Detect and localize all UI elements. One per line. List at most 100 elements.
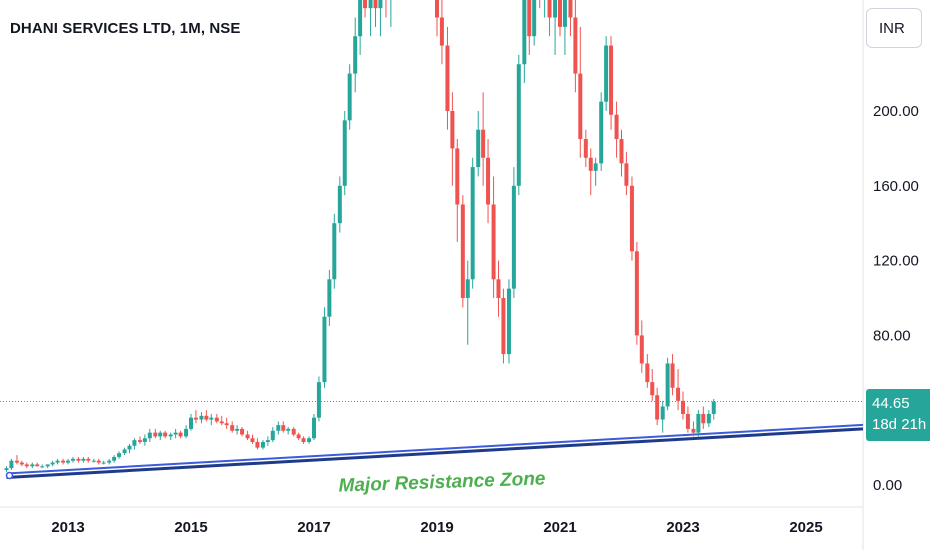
candle-body <box>363 0 368 9</box>
candle-body <box>491 204 496 280</box>
candle-body <box>184 428 189 437</box>
candle-body <box>219 421 224 424</box>
candle-body <box>209 417 214 420</box>
candle-body <box>655 395 660 420</box>
candle-body <box>645 363 650 383</box>
candle-body <box>465 279 470 298</box>
x-tick-label: 2017 <box>297 519 330 536</box>
y-tick-label: 0.00 <box>873 477 902 494</box>
candle-body <box>91 460 96 462</box>
candle-body <box>511 185 516 289</box>
candle-body <box>670 363 675 388</box>
candle-body <box>486 157 491 205</box>
candle-body <box>481 129 486 158</box>
candle-body <box>337 185 342 224</box>
candle-body <box>255 441 260 448</box>
currency-button[interactable]: INR <box>866 8 922 48</box>
candle-body <box>96 460 101 463</box>
candle-body <box>553 0 558 18</box>
candle-body <box>696 413 701 433</box>
candle-body <box>76 458 81 461</box>
candle-body <box>276 425 281 431</box>
candle-body <box>435 0 439 18</box>
candle-body <box>599 101 604 164</box>
candle-body <box>204 415 209 420</box>
candle-body <box>70 458 75 461</box>
candle-body <box>189 417 193 429</box>
trendline-outer[interactable] <box>6 427 864 480</box>
candle-body <box>691 428 696 433</box>
candle-body <box>214 417 219 422</box>
candle-body <box>24 464 29 467</box>
symbol-title: DHANI SERVICES LTD, 1M, NSE <box>8 20 243 37</box>
candle-body <box>445 45 450 111</box>
candle-body <box>558 0 562 27</box>
x-tick-label: 2023 <box>666 519 699 536</box>
x-tick-label: 2013 <box>51 519 84 536</box>
candle-body <box>527 0 532 37</box>
candle-body <box>476 129 481 168</box>
candle-body <box>347 73 352 121</box>
resistance-zone-label[interactable]: Major Resistance Zone <box>338 468 546 496</box>
candle-body <box>240 428 245 435</box>
y-tick-label: 120.00 <box>873 253 919 270</box>
candle-body <box>547 0 552 18</box>
candle-body <box>522 0 527 65</box>
candle-body <box>281 425 286 431</box>
candle-body <box>40 466 45 468</box>
candle-body <box>45 464 50 467</box>
candle-body <box>301 438 306 442</box>
bar-countdown: 18d 21h <box>872 416 927 433</box>
x-tick-label: 2025 <box>789 519 822 536</box>
price-axis[interactable]: 0.00 80.00 120.00 160.00 200.00 <box>873 103 919 494</box>
candle-body <box>609 45 614 115</box>
y-tick-label: 80.00 <box>873 327 911 344</box>
candle-body <box>61 460 66 463</box>
candle-body <box>593 163 598 171</box>
candle-body <box>86 458 91 461</box>
candle-body <box>634 251 639 336</box>
candle-body <box>342 120 347 186</box>
candle-body <box>373 0 378 9</box>
candle-body <box>66 460 70 463</box>
candle-body <box>132 440 137 446</box>
candle-body <box>455 148 460 205</box>
candle-body <box>137 440 142 442</box>
candle-body <box>353 36 358 74</box>
candle-body <box>316 382 321 418</box>
candle-body <box>270 430 275 441</box>
candle-body <box>660 406 665 420</box>
candle-body <box>578 73 583 140</box>
candle-body <box>624 163 629 186</box>
x-tick-label: 2019 <box>420 519 453 536</box>
trendline-handle[interactable] <box>5 471 14 480</box>
candle-body <box>286 428 291 431</box>
candle-body <box>245 434 250 439</box>
candle-body <box>250 438 255 442</box>
candle-body <box>199 415 204 420</box>
candle-body <box>701 413 706 424</box>
candle-body <box>378 0 383 9</box>
candles-group <box>4 0 716 472</box>
x-tick-label: 2021 <box>543 519 576 536</box>
candle-body <box>322 316 327 383</box>
candle-body <box>4 468 9 471</box>
candle-body <box>532 0 537 37</box>
candle-body <box>235 428 240 431</box>
candle-body <box>55 460 60 463</box>
candle-body <box>50 462 55 465</box>
candle-body <box>604 45 609 102</box>
candle-body <box>81 458 86 461</box>
trendline-group[interactable] <box>5 423 864 480</box>
time-axis[interactable]: 2013 2015 2017 2019 2021 2023 2025 <box>51 519 822 536</box>
candle-body <box>583 139 588 158</box>
candle-body <box>439 17 444 46</box>
trendline-inner[interactable] <box>6 423 864 475</box>
y-tick-label: 160.00 <box>873 178 919 195</box>
candle-body <box>168 434 173 437</box>
candle-body <box>122 449 127 454</box>
candle-body <box>230 425 235 431</box>
x-tick-label: 2015 <box>174 519 207 536</box>
candle-body <box>650 382 655 396</box>
